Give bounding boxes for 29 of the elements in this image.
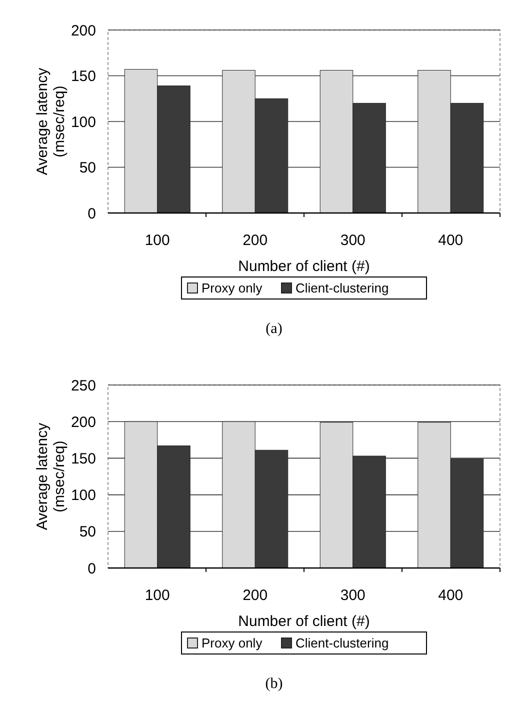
text: (b) — [265, 676, 283, 692]
y-tick-label: 100 — [70, 487, 96, 504]
x-tick-label: 200 — [242, 587, 268, 604]
y-tick-label: 0 — [88, 205, 96, 222]
y-tick-label: 200 — [70, 22, 96, 40]
x-tick-label: 400 — [438, 587, 464, 604]
x-axis-title: Number of client (#) — [238, 258, 370, 275]
y-tick-label: 0 — [88, 560, 96, 578]
y-axis-title: Average latency (msec/req) — [34, 67, 68, 176]
y-axis-title: Average latency (msec/req) — [34, 422, 68, 530]
y-tick-label: 250 — [70, 377, 96, 394]
y-tick-label: 150 — [70, 68, 96, 85]
y-tick-label: 50 — [79, 524, 96, 541]
legend-label: Client-clustering — [296, 636, 389, 651]
text: (a) — [266, 321, 282, 337]
x-tick-label: 400 — [438, 232, 464, 249]
x-axis-title: Number of client (#) — [238, 613, 370, 630]
y-tick-label: 150 — [70, 450, 96, 468]
x-tick-label: 300 — [340, 232, 366, 249]
x-tick-label: 100 — [144, 232, 170, 249]
x-tick-label: 100 — [144, 587, 170, 604]
legend-label: Proxy only — [202, 636, 263, 651]
x-tick-label: 300 — [340, 587, 366, 604]
y-tick-label: 200 — [70, 414, 96, 431]
legend-label: Client-clustering — [296, 280, 389, 296]
x-tick-label: 200 — [242, 232, 268, 249]
y-tick-label: 100 — [70, 114, 96, 131]
y-tick-label: 50 — [79, 160, 96, 176]
legend-label: Proxy only — [202, 280, 263, 296]
